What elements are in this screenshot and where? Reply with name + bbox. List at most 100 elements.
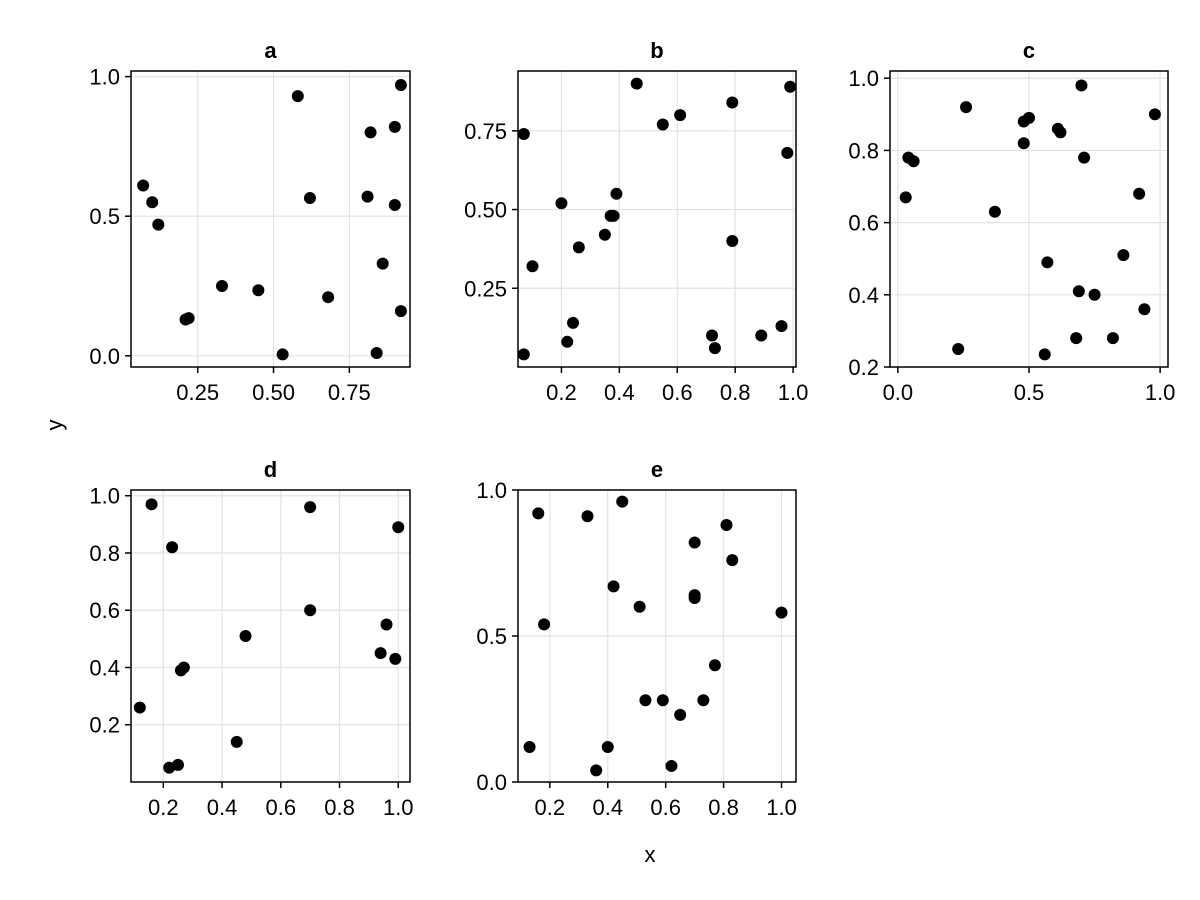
- data-point: [630, 77, 643, 90]
- x-tick-label: 0.4: [592, 795, 623, 820]
- data-point: [656, 694, 669, 707]
- data-point: [1023, 111, 1035, 124]
- y-tick-label: 0.5: [89, 204, 120, 229]
- y-tick-label: 1.0: [476, 478, 507, 503]
- data-point: [380, 618, 393, 631]
- data-point: [639, 694, 652, 707]
- y-axis-label: y: [42, 420, 67, 431]
- y-tick-label: 0.50: [464, 198, 507, 223]
- y-tick-label: 1.0: [848, 66, 879, 91]
- data-point: [303, 192, 316, 205]
- data-point: [252, 284, 265, 297]
- y-tick-label: 0.4: [848, 283, 879, 308]
- data-point: [166, 541, 179, 554]
- data-point: [322, 291, 335, 304]
- data-point: [291, 90, 304, 103]
- data-point: [517, 348, 530, 361]
- data-point: [1070, 332, 1083, 345]
- y-tick-label: 0.2: [848, 355, 879, 380]
- x-tick-label: 0.0: [883, 380, 914, 405]
- data-point: [1017, 137, 1030, 150]
- data-point: [1088, 288, 1101, 301]
- x-tick-label: 0.50: [252, 380, 295, 405]
- data-point: [726, 96, 739, 109]
- data-point: [177, 661, 190, 674]
- data-point: [145, 498, 158, 511]
- plot-frame: [130, 70, 411, 368]
- x-tick-label: 1.0: [766, 795, 797, 820]
- data-point: [526, 260, 539, 273]
- data-point: [616, 495, 629, 508]
- data-point: [388, 120, 401, 133]
- data-point: [784, 80, 797, 93]
- data-point: [708, 659, 721, 672]
- data-point: [532, 507, 545, 520]
- y-tick-label: 0.75: [464, 119, 507, 144]
- y-tick-label: 0.0: [476, 770, 507, 795]
- data-point: [601, 740, 614, 753]
- data-point: [775, 320, 788, 333]
- data-point: [394, 78, 407, 91]
- y-tick-label: 1.0: [89, 484, 120, 509]
- data-point: [517, 127, 530, 140]
- data-point: [775, 606, 788, 619]
- data-point: [538, 618, 551, 631]
- data-point: [952, 342, 965, 355]
- data-point: [137, 179, 150, 192]
- data-point: [133, 701, 146, 714]
- data-point: [708, 342, 721, 355]
- y-tick-label: 0.8: [848, 138, 879, 163]
- data-point: [656, 118, 669, 131]
- data-point: [388, 199, 401, 212]
- panel-title: c: [1023, 38, 1035, 63]
- y-tick-label: 0.0: [89, 344, 120, 369]
- data-point: [755, 329, 768, 342]
- data-point: [523, 740, 536, 753]
- x-tick-label: 0.4: [604, 380, 635, 405]
- y-tick-label: 1.0: [89, 65, 120, 90]
- data-point: [215, 280, 228, 293]
- panel-title: a: [264, 38, 277, 63]
- data-point: [720, 519, 733, 532]
- x-tick-label: 0.6: [265, 795, 296, 820]
- data-point: [567, 316, 580, 329]
- data-point: [697, 694, 710, 707]
- data-point: [364, 126, 377, 139]
- data-point: [361, 190, 374, 203]
- panel-b: 0.2 0.4 0.6 0.8 1.0 0.25 0.50 0.75 b: [464, 38, 808, 405]
- data-point: [374, 647, 387, 660]
- x-tick-label: 1.0: [383, 795, 414, 820]
- x-tick-label: 0.5: [1014, 380, 1045, 405]
- x-tick-label: 0.8: [720, 380, 751, 405]
- x-axis-label: x: [645, 842, 656, 867]
- data-point: [674, 109, 687, 122]
- data-point: [1133, 187, 1146, 200]
- data-point: [561, 335, 574, 348]
- y-tick-label: 0.4: [89, 655, 120, 680]
- x-tick-label: 0.8: [324, 795, 355, 820]
- y-tick-label: 0.6: [848, 211, 879, 236]
- data-point: [1041, 256, 1054, 269]
- data-point: [1148, 108, 1161, 121]
- data-point: [665, 759, 678, 772]
- x-tick-label: 1.0: [1145, 380, 1176, 405]
- data-point: [960, 101, 973, 114]
- data-point: [171, 758, 184, 771]
- data-point: [1054, 126, 1067, 139]
- data-point: [276, 348, 289, 361]
- data-point: [726, 554, 739, 567]
- y-tick-label: 0.6: [89, 598, 120, 623]
- data-point: [1075, 79, 1088, 92]
- data-point: [146, 196, 159, 209]
- x-tick-label: 1.0: [778, 380, 809, 405]
- y-tick-label: 0.5: [476, 624, 507, 649]
- data-point: [555, 197, 568, 210]
- data-point: [674, 708, 687, 721]
- panel-e: 0.2 0.4 0.6 0.8 1.0 0.0 0.5 1.0 e: [476, 457, 796, 820]
- panel-d: 0.2 0.4 0.6 0.8 1.0 0.2 0.4 0.6 0.8 1.0 d: [89, 457, 413, 820]
- plot-frame: [130, 489, 411, 783]
- data-point: [1072, 285, 1085, 298]
- data-point: [706, 329, 719, 342]
- panel-title: d: [264, 457, 277, 482]
